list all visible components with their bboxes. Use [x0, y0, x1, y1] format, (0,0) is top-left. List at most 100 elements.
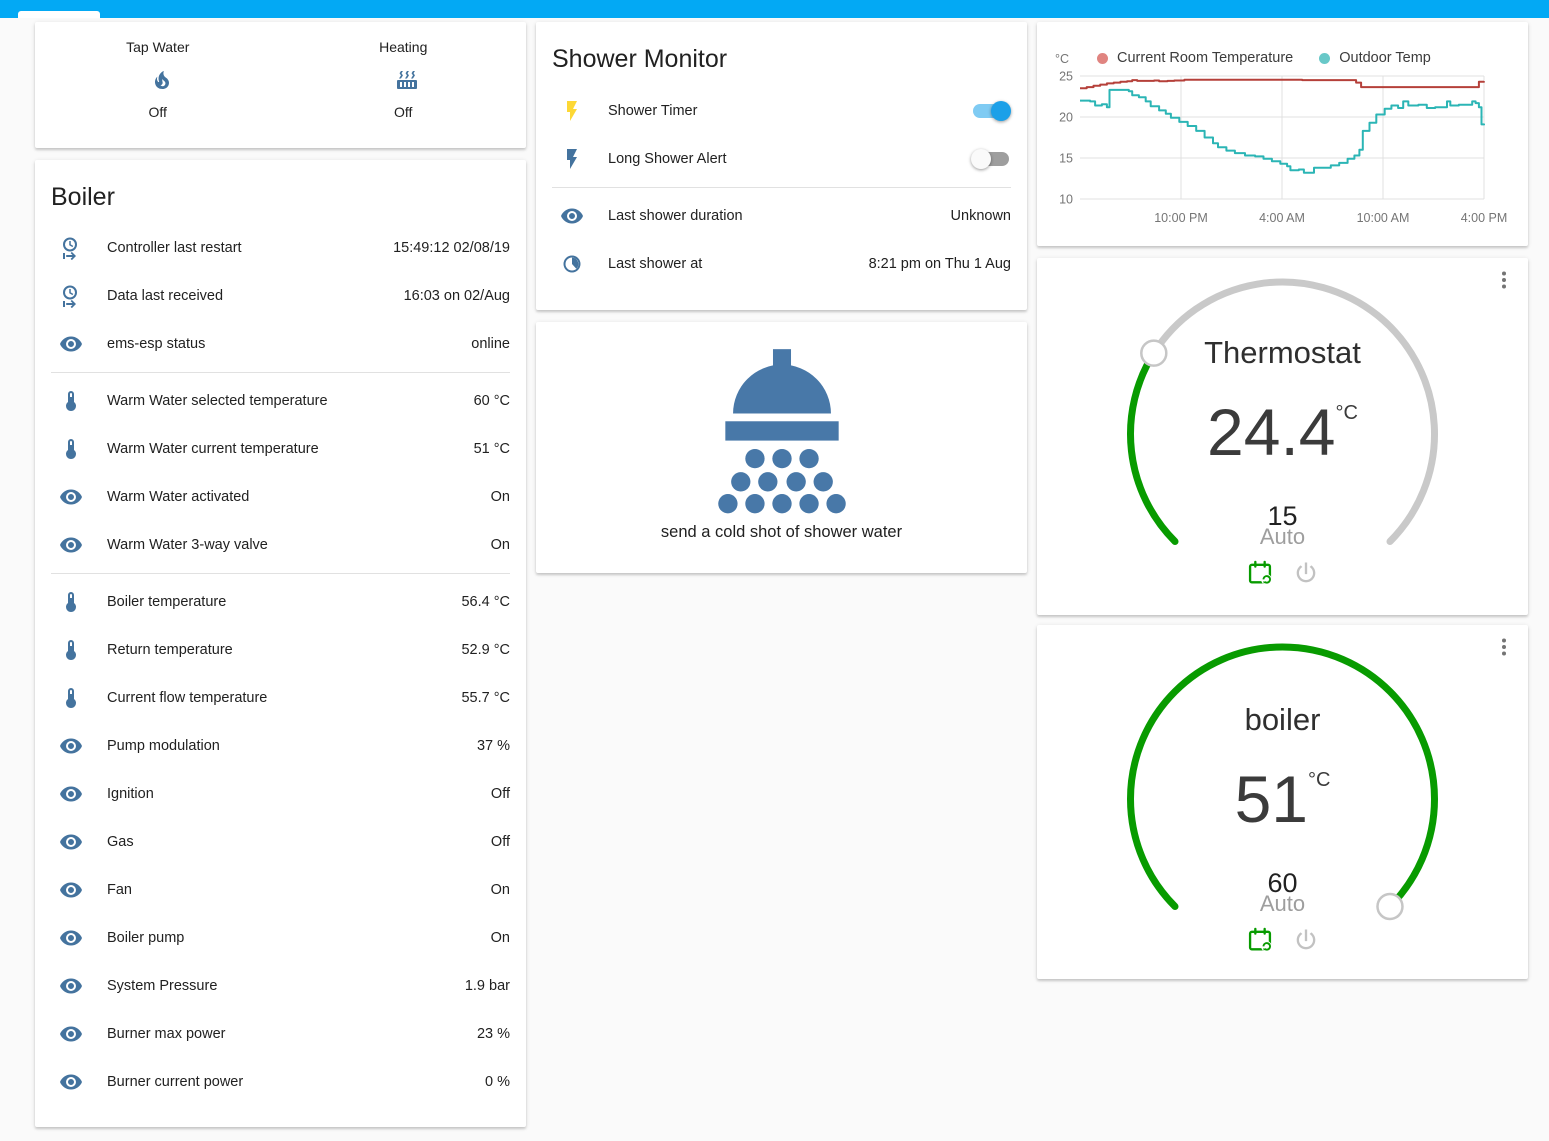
- entity-row[interactable]: Warm Water 3-way valve On: [51, 521, 510, 569]
- entity-value: 51 °C: [473, 441, 510, 457]
- boiler-card: Boiler Controller last restart 15:49:12 0…: [35, 160, 526, 1127]
- entity-row[interactable]: Ignition Off: [51, 770, 510, 818]
- cold-shot-button-card[interactable]: send a cold shot of shower water: [536, 322, 1027, 573]
- entity-value: 0 %: [485, 1074, 510, 1090]
- entity-value: 15:49:12 02/08/19: [393, 240, 510, 256]
- entity-row[interactable]: Long Shower Alert: [552, 135, 1011, 183]
- y-axis-unit: °C: [1054, 52, 1070, 66]
- thermostat-dial[interactable]: [1037, 258, 1528, 615]
- entity-value: On: [490, 537, 510, 553]
- divider: [51, 372, 510, 373]
- auto-mode-button[interactable]: [1246, 926, 1274, 954]
- eye-icon: [59, 974, 83, 998]
- glance-item-tap-water[interactable]: Tap Water Off: [35, 22, 281, 148]
- legend-item-room-temp: Current Room Temperature: [1097, 50, 1293, 66]
- entity-row[interactable]: ems-esp status online: [51, 320, 510, 368]
- gauge-actions: [1037, 926, 1528, 954]
- entity-row[interactable]: Burner max power 23 %: [51, 1010, 510, 1058]
- entity-value: 55.7 °C: [461, 690, 510, 706]
- entity-row[interactable]: Warm Water current temperature 51 °C: [51, 425, 510, 473]
- entity-label: ems-esp status: [107, 336, 206, 352]
- active-tab-indicator[interactable]: [18, 11, 100, 18]
- svg-text:10:00 AM: 10:00 AM: [1357, 211, 1410, 225]
- entity-label: Burner current power: [107, 1074, 244, 1090]
- entity-label: Shower Timer: [608, 103, 698, 119]
- entity-label: Last shower at: [608, 256, 703, 272]
- cold-shot-label: send a cold shot of shower water: [660, 523, 903, 541]
- eye-icon: [59, 734, 83, 758]
- entity-value: On: [490, 489, 510, 505]
- entity-row[interactable]: Shower Timer: [552, 87, 1011, 135]
- entity-row[interactable]: Last shower at 8:21 pm on Thu 1 Aug: [552, 240, 1011, 288]
- entity-value: On: [490, 930, 510, 946]
- entity-row[interactable]: Controller last restart 15:49:12 02/08/19: [51, 224, 510, 272]
- eye-icon: [560, 204, 584, 228]
- entity-label: Boiler pump: [107, 930, 185, 946]
- dial-handle[interactable]: [1376, 892, 1404, 921]
- entity-row[interactable]: Current flow temperature 55.7 °C: [51, 674, 510, 722]
- entity-row[interactable]: Fan On: [51, 866, 510, 914]
- entity-row[interactable]: Last shower duration Unknown: [552, 192, 1011, 240]
- eye-icon: [59, 533, 83, 557]
- entity-row[interactable]: Data last received 16:03 on 02/Aug: [51, 272, 510, 320]
- shower-timer-toggle[interactable]: [971, 101, 1011, 121]
- glance-label: Heating: [379, 39, 428, 55]
- kebab-menu-icon[interactable]: [1492, 635, 1516, 659]
- glance-state: Off: [394, 104, 413, 120]
- boiler-dial[interactable]: [1037, 625, 1528, 979]
- thermometer-icon: [59, 389, 83, 413]
- auto-mode-button[interactable]: [1246, 559, 1274, 587]
- entity-value: 23 %: [476, 1026, 510, 1042]
- entity-rows: Controller last restart 15:49:12 02/08/19…: [35, 224, 526, 1106]
- gauge-title: boiler: [1244, 702, 1321, 737]
- eye-icon: [59, 332, 83, 356]
- entity-label: Warm Water activated: [107, 489, 250, 505]
- eye-icon: [59, 926, 83, 950]
- thermometer-icon: [59, 590, 83, 614]
- entity-label: Current flow temperature: [107, 690, 268, 706]
- entity-label: Boiler temperature: [107, 594, 227, 610]
- entity-value: Off: [490, 786, 510, 802]
- svg-text:15: 15: [1059, 152, 1073, 166]
- legend-dot: [1319, 52, 1331, 64]
- target-temperature: 15: [1267, 501, 1298, 531]
- entity-label: Warm Water 3-way valve: [107, 537, 268, 553]
- entity-value: 60 °C: [473, 393, 510, 409]
- legend-item-outdoor-temp: Outdoor Temp: [1319, 50, 1431, 66]
- power-button[interactable]: [1292, 926, 1320, 954]
- operation-mode: Auto: [1259, 891, 1306, 916]
- entity-label: Fan: [107, 882, 132, 898]
- entity-label: Controller last restart: [107, 240, 242, 256]
- entity-row[interactable]: Boiler temperature 56.4 °C: [51, 578, 510, 626]
- entity-row[interactable]: System Pressure 1.9 bar: [51, 962, 510, 1010]
- glance-item-heating[interactable]: Heating Off: [281, 22, 527, 148]
- entity-row[interactable]: Boiler pump On: [51, 914, 510, 962]
- power-button[interactable]: [1292, 559, 1320, 587]
- long-shower-alert-toggle[interactable]: [971, 149, 1011, 169]
- entity-row[interactable]: Warm Water selected temperature 60 °C: [51, 377, 510, 425]
- shower-head-icon: [717, 349, 846, 514]
- eye-icon: [59, 782, 83, 806]
- temperature-history-chart: 25 20 15 10 10:00 PM 4:00 AM 10:00 AM 4:00 PM: [1059, 70, 1507, 226]
- thermometer-icon: [59, 638, 83, 662]
- entity-row[interactable]: Return temperature 52.9 °C: [51, 626, 510, 674]
- legend-label: Outdoor Temp: [1339, 50, 1431, 66]
- card-title: Boiler: [51, 183, 115, 211]
- entity-row[interactable]: Pump modulation 37 %: [51, 722, 510, 770]
- current-temperature: 24.4 °C: [1207, 395, 1358, 469]
- clock-start-icon: [59, 236, 83, 260]
- dashboard: Tap Water Off Heating Off Boiler Control…: [0, 18, 1549, 1141]
- entity-label: Pump modulation: [107, 738, 220, 754]
- entity-row[interactable]: Warm Water activated On: [51, 473, 510, 521]
- entity-rows: Shower Timer Long Shower Alert Last show…: [536, 87, 1027, 288]
- entity-row[interactable]: Burner current power 0 %: [51, 1058, 510, 1106]
- legend-label: Current Room Temperature: [1117, 50, 1294, 66]
- current-temperature: 51 °C: [1234, 762, 1331, 836]
- entity-label: Last shower duration: [608, 208, 743, 224]
- dial-handle[interactable]: [1140, 339, 1168, 367]
- entity-value: 8:21 pm on Thu 1 Aug: [868, 256, 1011, 272]
- entity-row[interactable]: Gas Off: [51, 818, 510, 866]
- kebab-menu-icon[interactable]: [1492, 268, 1516, 292]
- eye-icon: [59, 1070, 83, 1094]
- entity-label: Ignition: [107, 786, 154, 802]
